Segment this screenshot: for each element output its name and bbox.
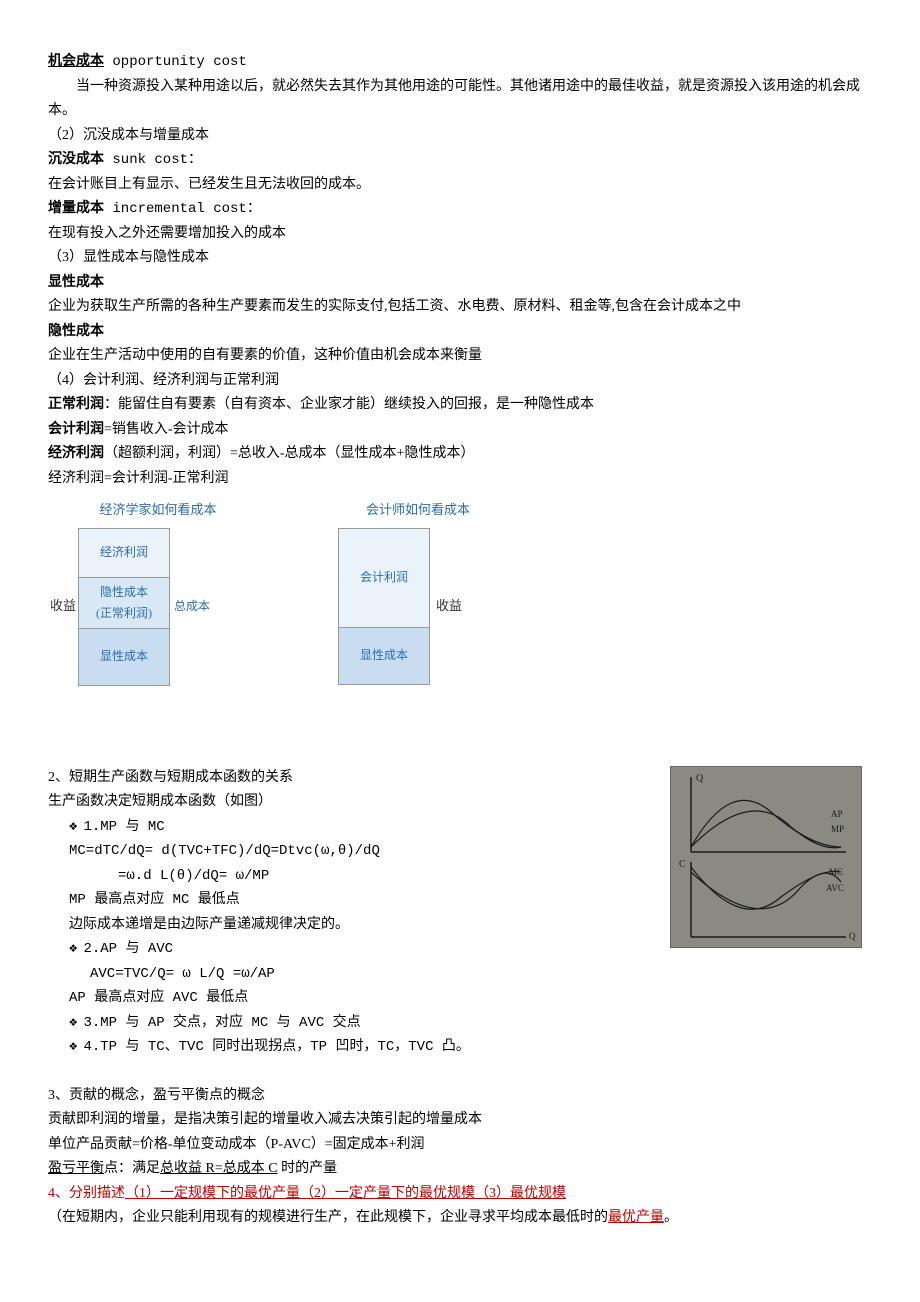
curve-label-ap: AP <box>831 809 843 819</box>
term-economic-profit: 经济利润 <box>48 446 104 461</box>
axis-label-x: Q <box>849 931 856 941</box>
box-explicit: 显性成本 <box>79 628 169 685</box>
s4-b: （2）一定产量下的最优规模 <box>300 1186 475 1201</box>
s4-title: 4、分别描述（1）一定规模下的最优产量（2）一定产量下的最优规模（3）最优规模 <box>48 1182 872 1207</box>
s3-title: 3、贡献的概念，盈亏平衡点的概念 <box>48 1084 872 1109</box>
heading-implicit-cost: 隐性成本 <box>48 320 872 345</box>
term-en: sunk cost： <box>104 152 202 168</box>
para-explicit-cost: 企业为获取生产所需的各种生产要素而发生的实际支付,包括工资、水电费、原材料、租金… <box>48 295 872 320</box>
term-en: opportunity cost <box>104 54 247 70</box>
para-economic-profit: 经济利润（超额利润，利润）=总收入-总成本（显性成本+隐性成本） <box>48 442 872 467</box>
s2-b4: 4.TP 与 TC、TVC 同时出现拐点，TP 凹时，TC，TVC 凸。 <box>48 1035 872 1060</box>
para-economic-profit-eq: 经济利润=会计利润-正常利润 <box>48 467 872 492</box>
term-accounting-profit: 会计利润 <box>48 422 104 437</box>
cost-diagrams: 经济学家如何看成本 收益 经济利润 隐性成本 (正常利润) 显性成本 总成本 会… <box>48 499 872 686</box>
term-optimal-output: 最优产量 <box>608 1210 664 1225</box>
section-2: Q AP MP C Q MC AVC 2、短期生产函数与短期成本函数的关系 生产… <box>48 766 872 1060</box>
text: 。 <box>664 1210 678 1225</box>
para-accounting-profit: 会计利润=销售收入-会计成本 <box>48 418 872 443</box>
diagram-title: 会计师如何看成本 <box>308 499 528 522</box>
rlabel-total-cost: 总成本 <box>170 596 210 617</box>
term-incremental-cost: 增量成本 <box>48 201 104 216</box>
term-normal-profit: 正常利润 <box>48 397 104 412</box>
para-opportunity-cost: 当一种资源投入某种用途以后，就必然失去其作为其他用途的可能性。其他诸用途中的最佳… <box>48 75 872 124</box>
s2-l4: AP 最高点对应 AVC 最低点 <box>48 986 872 1011</box>
box-econ-profit: 经济利润 <box>79 529 169 577</box>
text: 点：满足 <box>104 1161 160 1176</box>
curve-label-avc: AVC <box>826 883 844 893</box>
axis-label-c: C <box>679 859 686 870</box>
s4-a: （1）一定规模下的最优产量 <box>125 1186 300 1201</box>
s3-l2: 单位产品贡献=价格-单位变动成本（P-AVC）=固定成本+利润 <box>48 1133 872 1158</box>
diagram-accountant: 会计师如何看成本 会计利润 显性成本 收益 <box>308 499 528 686</box>
text: （在短期内，企业只能利用现有的规模进行生产，在此规模下，企业寻求平均成本最低时的 <box>48 1210 608 1225</box>
para-sunk-cost: 在会计账目上有显示、已经发生且无法收回的成本。 <box>48 173 872 198</box>
curve-label-mp: MP <box>831 824 844 834</box>
s4-c: （3）最优规模 <box>475 1186 566 1201</box>
diagram-title: 经济学家如何看成本 <box>48 499 268 522</box>
term-opportunity-cost: 机会成本 <box>48 54 104 69</box>
s3-l1: 贡献即利润的增量，是指决策引起的增量收入减去决策引起的增量成本 <box>48 1108 872 1133</box>
text: 时的产量 <box>278 1161 338 1176</box>
para-2-heading: （2）沉没成本与增量成本 <box>48 124 872 149</box>
para-4-heading: （4）会计利润、经济利润与正常利润 <box>48 369 872 394</box>
para-normal-profit: 正常利润：能留住自有要素（自有资本、企业家才能）继续投入的回报，是一种隐性成本 <box>48 393 872 418</box>
text: 4、分别描述 <box>48 1186 125 1201</box>
term-en: incremental cost： <box>104 201 261 217</box>
s4-l2: （在短期内，企业只能利用现有的规模进行生产，在此规模下，企业寻求平均成本最低时的… <box>48 1206 872 1231</box>
sketch-curves: Q AP MP C Q MC AVC <box>670 766 862 948</box>
rlabel-revenue: 收益 <box>430 595 462 618</box>
text: ：能留住自有要素（自有资本、企业家才能）继续投入的回报，是一种隐性成本 <box>104 397 594 412</box>
s2-b3: 3.MP 与 AP 交点，对应 MC 与 AVC 交点 <box>48 1011 872 1036</box>
heading-opportunity-cost: 机会成本 opportunity cost <box>48 50 872 75</box>
term-breakeven: 盈亏平衡 <box>48 1161 104 1176</box>
text: =销售收入-会计成本 <box>104 422 229 437</box>
term-sunk-cost: 沉没成本 <box>48 152 104 167</box>
box-implicit: 隐性成本 (正常利润) <box>79 577 169 628</box>
heading-explicit-cost: 显性成本 <box>48 271 872 296</box>
para-implicit-cost: 企业在生产活动中使用的自有要素的价值，这种价值由机会成本来衡量 <box>48 344 872 369</box>
box-explicit-2: 显性成本 <box>339 627 429 684</box>
term-r-eq-c: 总收益 R=总成本 C <box>160 1161 278 1176</box>
text: （超额利润，利润）=总收入-总成本（显性成本+隐性成本） <box>104 446 474 461</box>
heading-sunk-cost: 沉没成本 sunk cost： <box>48 148 872 173</box>
para-3-heading: （3）显性成本与隐性成本 <box>48 246 872 271</box>
s2-eq3: AVC=TVC/Q= ω L/Q =ω/AP <box>48 962 872 987</box>
axis-label-q: Q <box>696 773 704 784</box>
heading-incremental-cost: 增量成本 incremental cost： <box>48 197 872 222</box>
ylabel-revenue: 收益 <box>48 595 78 618</box>
s3-l3: 盈亏平衡点：满足总收益 R=总成本 C 时的产量 <box>48 1157 872 1182</box>
curve-label-mc: MC <box>829 867 843 877</box>
para-incremental-cost: 在现有投入之外还需要增加投入的成本 <box>48 222 872 247</box>
box-acct-profit: 会计利润 <box>339 529 429 627</box>
diagram-economist: 经济学家如何看成本 收益 经济利润 隐性成本 (正常利润) 显性成本 总成本 <box>48 499 268 686</box>
